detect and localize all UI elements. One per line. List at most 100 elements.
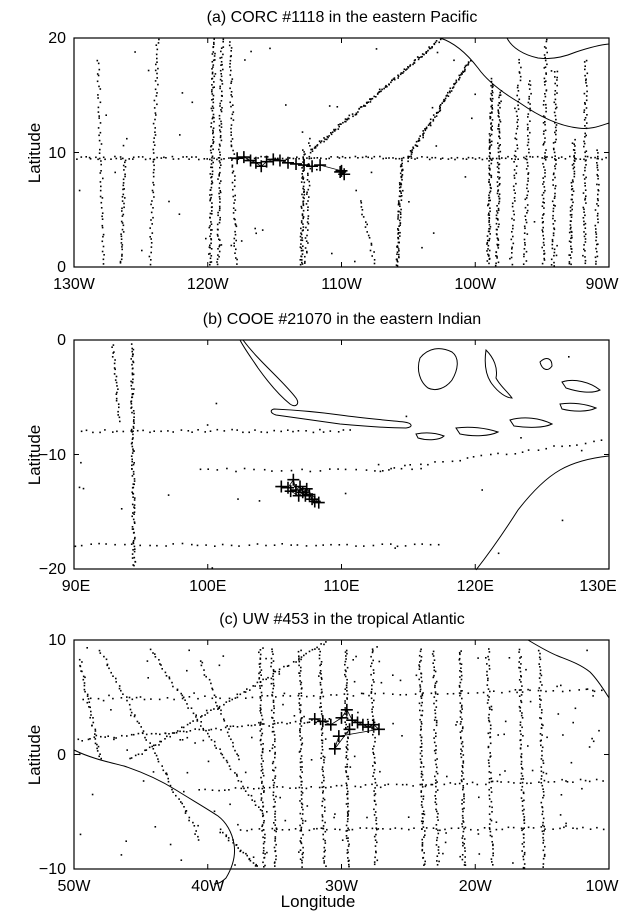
panel-b-background-dot <box>136 429 139 432</box>
panel-a-background-dot <box>583 248 585 251</box>
panel-a-background-dot <box>399 183 401 186</box>
panel-c-background-dot <box>462 745 464 748</box>
panel-a-background-dot <box>399 73 402 76</box>
panel-b-background-dot <box>133 507 136 509</box>
panel-c-background-dot <box>488 658 490 661</box>
panel-c-background-dot <box>518 689 521 691</box>
panel-a-background-dot <box>220 164 222 166</box>
panel-c-background-dot <box>253 788 255 790</box>
panel-a-background-dot <box>220 61 223 63</box>
panel-a-background-dot <box>584 132 586 135</box>
panel-a-background-dot <box>525 168 528 170</box>
panel-b-background-dot <box>80 544 83 547</box>
panel-a-background-dot <box>528 98 530 100</box>
panel-c-background-dot <box>138 722 140 724</box>
panel-a-background-dot <box>371 97 374 100</box>
panel-a-background-dot <box>223 158 225 160</box>
panel-a-background-dot <box>397 248 400 250</box>
panel-c-background-dot <box>462 844 464 847</box>
panel-b-background-dot <box>115 393 118 395</box>
panel-c-background-dot <box>491 806 493 809</box>
panel-a-background-dot <box>449 91 451 94</box>
panel-c-background-dot <box>345 830 348 832</box>
panel-a-background-dot <box>221 80 223 82</box>
panel-b-background-dot <box>413 543 416 546</box>
panel-c-background-dot <box>541 709 543 711</box>
panel-c-background-dot <box>523 808 525 811</box>
panel-a-background-dot <box>152 152 155 154</box>
panel-c-background-dot <box>538 695 541 697</box>
panel-b-background-dot <box>131 526 134 528</box>
panel-b-background-dot <box>420 463 422 466</box>
panel-a-background-dot <box>141 156 144 158</box>
panel-a-background-dot <box>498 197 501 200</box>
panel-c-background-dot <box>477 829 479 831</box>
panel-b-frame <box>73 339 610 570</box>
panel-a-background-dot <box>584 68 586 71</box>
panel-a-background-dot <box>516 115 518 117</box>
panel-c-background-dot <box>347 802 349 805</box>
panel-c-background-dot <box>316 646 318 649</box>
panel-c-background-dot <box>126 699 128 702</box>
panel-c-background-dot <box>213 694 216 697</box>
panel-a-background-dot <box>583 92 586 95</box>
panel-c-background-dot <box>261 748 264 751</box>
panel-a-background-dot <box>230 47 233 49</box>
panel-a-background-dot <box>218 148 220 151</box>
panel-a-background-dot <box>231 159 233 161</box>
panel-c-background-dot <box>129 708 132 711</box>
panel-b-background-dot <box>260 431 263 433</box>
panel-a-background-dot <box>153 164 155 167</box>
panel-c-background-dot <box>254 685 256 687</box>
panel-a-background-dot <box>512 224 514 227</box>
panel-a-background-dot <box>230 131 232 134</box>
panel-c-background-dot <box>298 664 300 667</box>
panel-c-background-dot <box>303 722 306 724</box>
panel-c-background-dot <box>523 799 525 802</box>
panel-c-background-dot <box>247 724 249 727</box>
panel-c-background-dot <box>565 822 567 825</box>
panel-c-background-dot <box>320 692 323 694</box>
panel-a-background-dot <box>383 87 385 90</box>
panel-a-background-dot <box>213 86 215 88</box>
panel-a-background-dot <box>570 213 573 216</box>
panel-c-background-dot <box>373 808 375 811</box>
panel-a-background-dot <box>572 181 574 183</box>
panel-a-background-dot <box>181 92 184 94</box>
panel-a-background-dot <box>209 261 212 263</box>
panel-a-background-dot <box>554 103 557 106</box>
panel-a-background-dot <box>426 156 429 159</box>
panel-a-background-dot <box>595 239 597 242</box>
panel-c-background-dot <box>544 845 546 848</box>
panel-a-background-dot <box>584 155 587 158</box>
panel-c-background-dot <box>275 830 277 833</box>
panel-a-background-dot <box>542 104 545 106</box>
panel-a-background-dot <box>583 61 586 63</box>
panel-a-background-dot <box>513 189 515 191</box>
panel-b-background-dot <box>131 441 133 444</box>
panel-c-background-dot <box>542 762 545 764</box>
panel-a-background-dot <box>596 203 598 205</box>
panel-c-background-dot <box>213 810 216 813</box>
panel-a-background-dot <box>301 177 303 179</box>
panel-c-background-dot <box>372 733 374 736</box>
panel-c-background-dot <box>462 841 464 844</box>
panel-c-background-dot <box>154 656 157 658</box>
panel-a-background-dot <box>489 226 492 228</box>
panel-c-background-dot <box>433 719 436 721</box>
panel-a-background-dot <box>155 95 158 97</box>
panel-c-background-dot <box>559 827 561 830</box>
panel-c-background-dot <box>274 670 277 673</box>
panel-c-background-dot <box>371 719 374 721</box>
panel-a-background-dot <box>344 157 347 159</box>
panel-b-background-dot <box>131 458 133 461</box>
panel-c-background-dot <box>401 783 404 786</box>
panel-c-background-dot <box>345 782 348 785</box>
panel-a-background-dot <box>234 199 236 201</box>
panel-b-background-dot <box>322 544 324 546</box>
panel-a-background-dot <box>556 84 558 87</box>
panel-c-background-dot <box>490 858 493 860</box>
panel-c-background-dot <box>103 655 105 658</box>
panel-a-background-dot <box>497 209 500 212</box>
panel-b-background-dot <box>181 542 184 545</box>
